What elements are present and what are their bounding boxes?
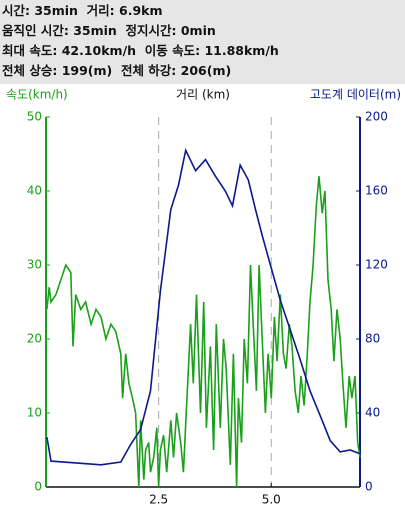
y-tick-label: 40 <box>27 184 42 198</box>
series-line <box>46 176 361 488</box>
y2-tick-label: 120 <box>365 258 388 272</box>
y-axis-label: 속도(km/h) <box>6 88 68 102</box>
x-tick-label: 2.5 <box>149 493 168 507</box>
summary: 시간: 35min 거리: 6.9km 움직인 시간: 35min 정지시간: … <box>0 0 405 84</box>
y2-tick-label: 160 <box>365 184 388 198</box>
summary-line: 전체 상승: 199(m) 전체 하강: 206(m) <box>2 63 232 78</box>
y2-tick-label: 200 <box>365 110 388 124</box>
y-tick-label: 30 <box>27 258 42 272</box>
series-line <box>46 147 361 466</box>
y-tick-label: 0 <box>34 480 42 494</box>
y2-tick-label: 80 <box>365 332 380 346</box>
chart: 속도(km/h) 거리 (km) 고도계 데이터(m) 2.5 5.0 0 10 20 3… <box>6 88 401 507</box>
x-tick-label: 5.0 <box>262 493 281 507</box>
y-tick-label: 50 <box>27 110 42 124</box>
x-axis-label: 거리 (km) <box>176 88 230 102</box>
y2-axis-label: 고도계 데이터(m) <box>310 88 401 102</box>
summary-line: 움직인 시간: 35min 정지시간: 0min <box>2 23 216 38</box>
y2-tick-label: 0 <box>365 480 373 494</box>
y-tick-label: 10 <box>27 406 42 420</box>
y2-tick-label: 40 <box>365 406 380 420</box>
summary-line: 최대 속도: 42.10km/h 이동 속도: 11.88km/h <box>2 43 279 58</box>
summary-line: 시간: 35min 거리: 6.9km <box>2 3 163 18</box>
y-tick-label: 20 <box>27 332 42 346</box>
